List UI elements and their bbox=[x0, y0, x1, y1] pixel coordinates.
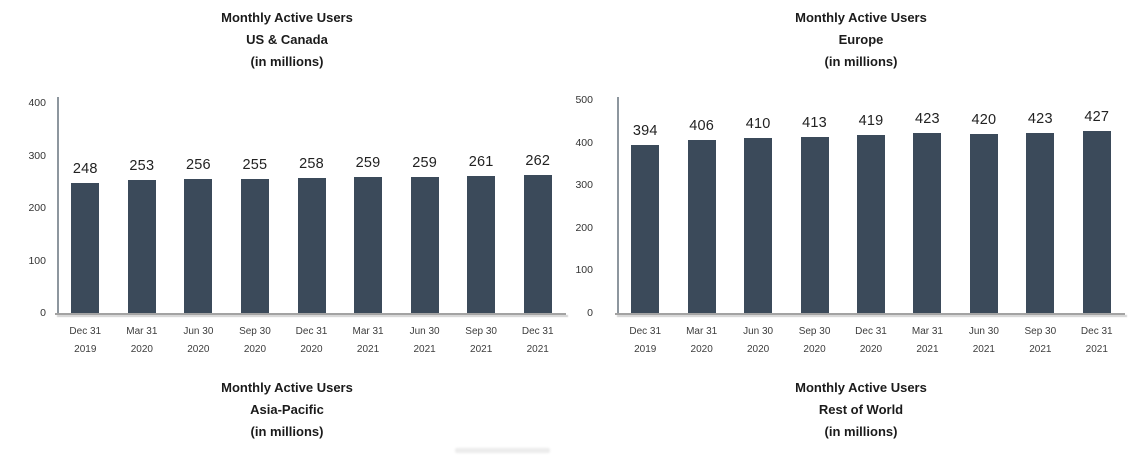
chart-title-us-canada: Monthly Active Users US & Canada (in milli… bbox=[0, 7, 574, 73]
x-tick-label: Mar 31 2020 bbox=[126, 326, 158, 355]
chart-title-europe: Monthly Active Users Europe (in millions) bbox=[574, 7, 1148, 73]
x-tick-label: Dec 31 2020 bbox=[295, 326, 328, 355]
chart-title-asia-pacific-cropped: Monthly Active Users Asia-Pacific (in mill… bbox=[0, 377, 574, 443]
x-tick-label: Dec 31 2019 bbox=[629, 326, 662, 355]
bar bbox=[1026, 132, 1055, 313]
bar-value-label: 259 bbox=[412, 155, 437, 172]
x-tick-label: Jun 30 2021 bbox=[968, 326, 999, 355]
bar-value-label: 248 bbox=[72, 160, 98, 177]
chart-title-line: (in millions) bbox=[824, 54, 898, 69]
chart-title-line: Monthly Active Users bbox=[221, 10, 353, 25]
chart-title-line: Monthly Active Users bbox=[221, 380, 353, 395]
y-tick-label: 100 bbox=[575, 264, 593, 277]
x-axis-line bbox=[615, 313, 1125, 315]
cropped-text-fragment bbox=[455, 448, 550, 453]
bar-value-label: 420 bbox=[971, 112, 997, 129]
chart-title-line: (in millions) bbox=[250, 424, 324, 439]
x-tick-label: Dec 31 2021 bbox=[521, 326, 554, 355]
y-tick-label: 0 bbox=[40, 307, 46, 319]
chart-title-line: Europe bbox=[838, 32, 884, 47]
x-tick-label: Dec 31 2020 bbox=[855, 326, 887, 355]
bar-value-label: 253 bbox=[129, 158, 155, 175]
y-tick-label: 200 bbox=[575, 221, 593, 234]
x-tick-label: Sep 30 2020 bbox=[239, 326, 271, 355]
bar bbox=[410, 177, 439, 313]
x-tick-label: Dec 31 2021 bbox=[1080, 326, 1113, 355]
y-tick-label: 200 bbox=[28, 202, 46, 214]
y-tick-label: 100 bbox=[28, 254, 46, 267]
x-tick-label: Mar 31 2021 bbox=[911, 326, 943, 355]
bar-value-label: 419 bbox=[858, 112, 884, 129]
chart-title-line: Asia-Pacific bbox=[250, 402, 324, 417]
bar bbox=[467, 175, 496, 313]
bar-value-label: 423 bbox=[1027, 110, 1053, 127]
y-tick-label: 400 bbox=[575, 136, 593, 149]
bar bbox=[523, 175, 552, 313]
bar bbox=[240, 179, 269, 313]
x-tick-label: Sep 30 2021 bbox=[465, 326, 497, 355]
chart-title-rest-of-world-cropped: Monthly Active Users Rest of World (in mil… bbox=[574, 377, 1148, 443]
bar bbox=[969, 134, 998, 313]
y-axis-line bbox=[57, 97, 59, 313]
bar bbox=[71, 182, 100, 313]
bar-value-label: 394 bbox=[632, 123, 658, 140]
bar-value-label: 255 bbox=[242, 157, 268, 174]
bar bbox=[857, 134, 885, 313]
bar bbox=[913, 132, 942, 313]
bar-value-label: 413 bbox=[802, 115, 827, 132]
chart-title-line: US & Canada bbox=[246, 32, 328, 47]
bar bbox=[127, 180, 156, 313]
chart-panel-us-canada: Monthly Active Users US & Canada (in milli… bbox=[0, 7, 574, 443]
bar-value-label: 410 bbox=[745, 116, 771, 133]
chart-title-line: Monthly Active Users bbox=[795, 380, 927, 395]
x-tick-label: Dec 31 2019 bbox=[69, 326, 102, 355]
bar-value-label: 406 bbox=[689, 118, 715, 135]
bar-value-label: 258 bbox=[299, 155, 324, 172]
bar-value-label: 423 bbox=[915, 110, 940, 127]
y-tick-label: 500 bbox=[575, 94, 593, 106]
bar bbox=[631, 145, 660, 313]
y-tick-label: 0 bbox=[587, 307, 593, 319]
bar bbox=[744, 138, 773, 313]
bar bbox=[800, 137, 829, 313]
x-tick-label: Sep 30 2020 bbox=[798, 326, 831, 355]
chart-panel-europe: Monthly Active Users Europe (in millions) … bbox=[574, 0, 1148, 458]
y-tick-label: 300 bbox=[575, 179, 593, 192]
chart-title-line: Monthly Active Users bbox=[795, 10, 927, 25]
y-axis-line bbox=[617, 97, 619, 313]
x-tick-label: Jun 30 2020 bbox=[183, 326, 214, 355]
x-axis-line bbox=[55, 313, 566, 315]
bar bbox=[184, 178, 213, 313]
x-tick-label: Jun 30 2020 bbox=[743, 326, 774, 355]
x-tick-label: Mar 31 2020 bbox=[686, 326, 718, 355]
x-tick-label: Sep 30 2021 bbox=[1024, 326, 1057, 355]
x-tick-label: Mar 31 2021 bbox=[352, 326, 384, 355]
y-tick-label: 300 bbox=[28, 149, 46, 162]
chart-title-line: (in millions) bbox=[250, 54, 324, 69]
bar bbox=[687, 140, 716, 313]
bar-value-label: 256 bbox=[185, 156, 211, 173]
bar-value-label: 427 bbox=[1084, 109, 1110, 126]
bar bbox=[1082, 131, 1111, 313]
y-tick-label: 400 bbox=[28, 97, 46, 109]
bar-value-label: 262 bbox=[525, 153, 551, 170]
bar-value-label: 259 bbox=[355, 155, 381, 172]
chart-title-line: (in millions) bbox=[824, 424, 898, 439]
chart-title-line: Rest of World bbox=[818, 402, 904, 417]
bar-value-label: 261 bbox=[468, 153, 494, 170]
bar bbox=[354, 177, 383, 313]
bar bbox=[297, 177, 326, 313]
x-tick-label: Jun 30 2021 bbox=[409, 326, 440, 355]
